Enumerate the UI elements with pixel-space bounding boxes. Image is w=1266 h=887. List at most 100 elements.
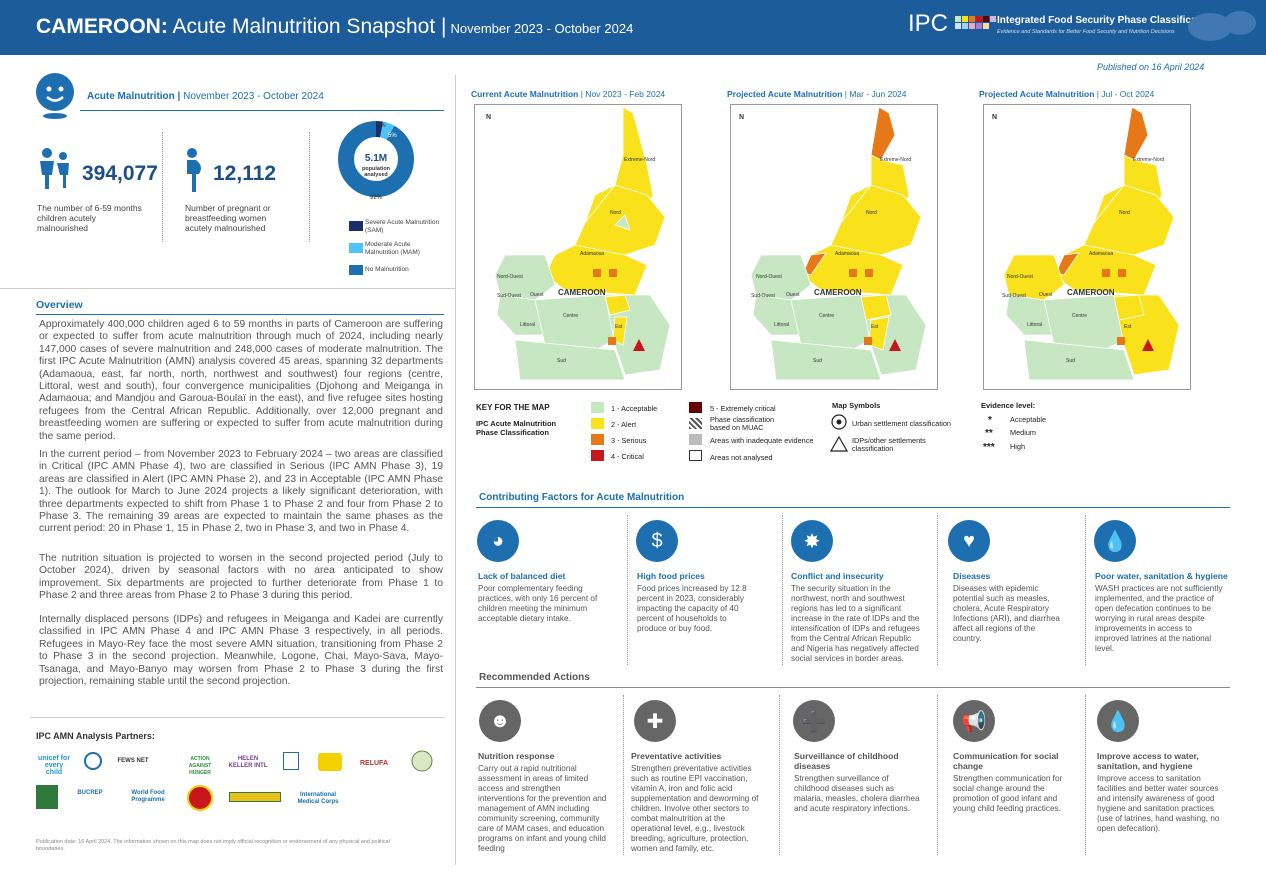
section-divider — [80, 110, 444, 111]
map-3-label-nord-ouest: Nord-Ouest — [1007, 274, 1033, 280]
ra-separator-1 — [623, 695, 624, 855]
food-prices-icon: $ — [636, 520, 678, 562]
overview-paragraph-3: The nutrition situation is projected to … — [39, 553, 443, 602]
donut-pct-sam: 3% — [377, 123, 386, 129]
map-1-label-sud-ouest: Sud-Ouest — [497, 293, 521, 299]
footer-note: Publication date: 16 April 2024. The inf… — [36, 839, 390, 852]
overview-title: Overview — [36, 299, 83, 311]
key-swatch-alert — [591, 418, 604, 429]
map-3-period: | Jul - Oct 2024 — [1096, 89, 1155, 99]
overview-paragraph-1: Approximately 400,000 children aged 6 to… — [39, 319, 443, 442]
women-description: Number of pregnant or breastfeeding wome… — [185, 203, 271, 233]
map-projection-1 — [730, 104, 938, 390]
ra-title-communication: Communication for social change — [953, 751, 1059, 771]
ra-separator-2 — [779, 695, 780, 855]
megaphone-icon: 📢 — [953, 700, 995, 742]
contributing-divider — [476, 507, 1230, 508]
map-3-north-arrow: N — [992, 114, 998, 121]
map-1-label-cameroon: CAMEROON — [558, 288, 606, 297]
country-name: CAMEROON: — [36, 15, 168, 38]
legend-swatch-none — [349, 265, 363, 275]
idp-settlement-label: IDPs/other settlements classification — [852, 436, 926, 453]
header-bar — [0, 0, 1266, 55]
ra-text-nutrition-response: Carry out a rapid nutritional assessment… — [478, 764, 607, 853]
partner-logo-2 — [84, 752, 102, 770]
cf-separator-1 — [627, 515, 628, 665]
stat-separator-2 — [309, 132, 310, 242]
ipc-tagline: Evidence and Standards for Better Food S… — [997, 29, 1175, 35]
cf-title-diseases: Diseases — [953, 571, 991, 581]
contributing-factors-title: Contributing Factors for Acute Malnutrit… — [479, 492, 685, 503]
map-current — [474, 104, 682, 390]
map-3-label-centre: Centre — [1072, 313, 1088, 319]
map-1-label-extreme-nord: Extreme-Nord — [624, 157, 656, 163]
cf-text-conflict: The security situation in the northwest,… — [791, 584, 920, 663]
key-swatch-muac — [689, 418, 702, 429]
section-divider-overview — [0, 288, 455, 289]
medical-kit-icon: ➕ — [793, 700, 835, 742]
page-title: CAMEROON: Acute Malnutrition Snapshot | N… — [36, 15, 633, 39]
ra-text-preventative: Strengthen preventative activities such … — [631, 764, 759, 853]
malnutrition-donut-chart — [338, 121, 414, 197]
ra-text-wash-access: Improve access to sanitation facilities … — [1097, 774, 1220, 833]
key-swatch-not-analysed — [689, 450, 702, 461]
children-description: The number of 6-59 months children acute… — [37, 203, 142, 233]
donut-center-label: population analysed — [361, 166, 391, 178]
map-2-period: | Mar - Jun 2024 — [844, 89, 907, 99]
donut-pct-mam: 5% — [388, 133, 397, 139]
map-1-label-est: Est — [615, 324, 623, 330]
ra-title-nutrition-response: Nutrition response — [478, 751, 555, 761]
legend-label-mam: Moderate Acute Malnutrition (MAM) — [365, 241, 420, 256]
evidence-label-acceptable: Acceptable — [1010, 415, 1047, 424]
map-2-label-extreme-nord: Extreme-Nord — [880, 157, 912, 163]
map-2-label-est: Est — [871, 324, 879, 330]
ra-title-preventative: Preventative activities — [631, 751, 722, 761]
recommended-divider — [476, 687, 1230, 688]
evidence-label-high: High — [1010, 442, 1026, 451]
urban-settlement-icon — [831, 414, 847, 430]
map-3-label-adamaoua: Adamaoua — [1089, 251, 1114, 257]
map-1-label-centre: Centre — [563, 313, 579, 319]
map-projection-2 — [983, 104, 1191, 390]
women-count: 12,112 — [213, 162, 277, 185]
map-current-svg — [494, 106, 671, 381]
ra-title-surveillance: Surveillance of childhood diseases — [794, 751, 899, 771]
map-2-label-nord: Nord — [866, 210, 877, 216]
cf-separator-3 — [937, 515, 938, 665]
conflict-icon: ✸ — [791, 520, 833, 562]
evidence-stars-2: ** — [985, 428, 993, 439]
cf-text-diseases: Diseases with epidemic potential such as… — [953, 584, 1060, 643]
published-date: Published on 16 April 2024 — [1097, 62, 1205, 72]
recommended-actions-title: Recommended Actions — [479, 672, 590, 683]
cf-separator-2 — [782, 515, 783, 665]
column-divider — [455, 75, 456, 865]
map-3-title: Projected Acute Malnutrition | Jul - Oct… — [979, 89, 1155, 99]
map-3-label-cameroon: CAMEROON — [1067, 288, 1115, 297]
title-text: Acute Malnutrition Snapshot | — [172, 15, 447, 38]
partner-wfp-logo: World Food Programme — [131, 790, 165, 803]
map-key-subtitle: IPC Acute Malnutrition Phase Classificat… — [476, 419, 557, 437]
syringe-icon: ✚ — [634, 700, 676, 742]
legend-label-sam: Severe Acute Malnutrition (SAM) — [365, 219, 440, 234]
key-swatch-extremely-critical — [689, 402, 702, 413]
evidence-label-medium: Medium — [1010, 428, 1036, 437]
ipc-logo: IPC — [908, 10, 949, 37]
ipc-full-name: Integrated Food Security Phase Classific… — [997, 15, 1215, 26]
world-map-icon — [1188, 11, 1256, 41]
map-2-label-sud-ouest: Sud-Ouest — [751, 293, 775, 299]
ra-title-wash-access: Improve access to water, sanitation, and… — [1097, 751, 1199, 771]
cf-separator-4 — [1085, 515, 1086, 665]
balanced-diet-icon: ◕ — [477, 520, 519, 562]
cf-title-wash: Poor water, sanitation & hygiene — [1095, 571, 1228, 581]
legend-label-none: No Malnutrition — [365, 266, 409, 273]
partner-action-against-hunger-logo: ACTION AGAINST HUNGER — [188, 756, 212, 776]
cf-text-wash: WASH practices are not sufficiently impl… — [1095, 584, 1223, 653]
child-face-icon — [36, 73, 74, 119]
map-2-label-littoral: Littoral — [774, 322, 790, 328]
map-2-label-nord-ouest: Nord-Ouest — [756, 274, 782, 280]
map-2-title: Projected Acute Malnutrition | Mar - Jun… — [727, 89, 907, 99]
map-key-title: KEY FOR THE MAP — [476, 403, 550, 412]
map-1-label-nord: Nord — [610, 210, 621, 216]
key-swatch-serious — [591, 434, 604, 445]
key-swatch-inadequate — [689, 434, 702, 445]
